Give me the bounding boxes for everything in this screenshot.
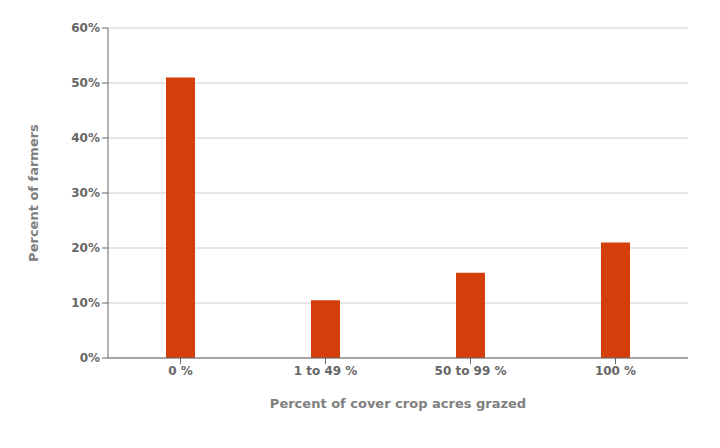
- svg-text:100 %: 100 %: [595, 364, 636, 378]
- svg-text:50%: 50%: [71, 76, 100, 90]
- svg-text:50 to 99 %: 50 to 99 %: [435, 364, 507, 378]
- svg-text:Percent of farmers: Percent of farmers: [26, 124, 41, 262]
- svg-text:Percent of cover crop acres gr: Percent of cover crop acres grazed: [270, 396, 526, 411]
- svg-text:0 %: 0 %: [168, 364, 193, 378]
- svg-text:60%: 60%: [71, 21, 100, 35]
- svg-text:30%: 30%: [71, 186, 100, 200]
- svg-text:0%: 0%: [80, 351, 100, 365]
- svg-text:10%: 10%: [71, 296, 100, 310]
- svg-text:20%: 20%: [71, 241, 100, 255]
- svg-text:1 to 49 %: 1 to 49 %: [294, 364, 358, 378]
- svg-text:40%: 40%: [71, 131, 100, 145]
